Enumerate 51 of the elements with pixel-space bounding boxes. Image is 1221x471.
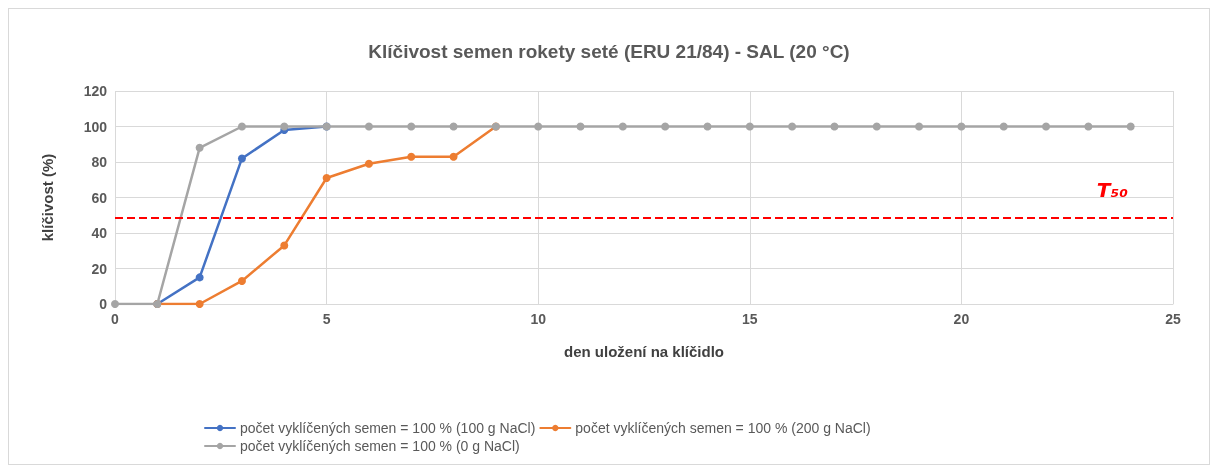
point [1126, 122, 1135, 131]
point [195, 300, 204, 308]
point [195, 143, 204, 152]
point [661, 122, 670, 131]
x-axis-title: den uložení na klíčidlo [563, 343, 725, 360]
chart-title: Klíčivost semen rokety seté (ERU 21/84) - SAL (20 °C) [368, 41, 850, 62]
point [915, 122, 924, 131]
y-tick-label: 60 [91, 189, 108, 206]
point [280, 122, 289, 131]
y-tick-label: 120 [83, 83, 108, 99]
y-tick-label: 20 [91, 260, 108, 277]
legend-label: počet vyklíčených semen = 100 % (0 g NaCl) [240, 438, 520, 454]
point [111, 300, 119, 308]
point [449, 122, 458, 131]
point [618, 122, 627, 131]
y-tick-label: 80 [91, 154, 108, 170]
point [322, 173, 331, 182]
point [999, 122, 1008, 131]
point [745, 122, 754, 131]
point [830, 122, 839, 131]
point [534, 122, 543, 131]
point [237, 154, 246, 163]
point [788, 122, 797, 131]
point [872, 122, 881, 131]
y-tick-label: 40 [91, 225, 108, 241]
legend-label: počet vyklíčených semen = 100 % (200 g NaCl) [575, 420, 871, 436]
point [237, 122, 246, 131]
point [1084, 122, 1093, 131]
x-tick-label: 20 [953, 311, 970, 327]
point [703, 122, 712, 131]
point [195, 273, 204, 282]
point [407, 122, 416, 131]
y-axis-title: klíčivost (%) [39, 153, 56, 242]
point [364, 122, 373, 131]
point [364, 159, 373, 168]
x-tick-label: 15 [742, 311, 758, 327]
ref-line-label: T₅₀ [1096, 177, 1129, 202]
point [407, 152, 416, 161]
point [576, 122, 585, 131]
x-tick-label: 5 [322, 311, 331, 327]
point [957, 122, 966, 131]
x-tick-label: 25 [1165, 311, 1181, 327]
x-tick-label: 10 [530, 311, 547, 327]
point [237, 276, 246, 285]
point [449, 152, 458, 161]
x-tick-label: 0 [111, 311, 120, 327]
point [280, 241, 289, 250]
y-tick-label: 100 [83, 118, 108, 135]
point [1042, 122, 1051, 131]
y-tick-label: 0 [99, 296, 108, 312]
legend-label: počet vyklíčených semen = 100 % (100 g NaCl) [240, 420, 536, 436]
